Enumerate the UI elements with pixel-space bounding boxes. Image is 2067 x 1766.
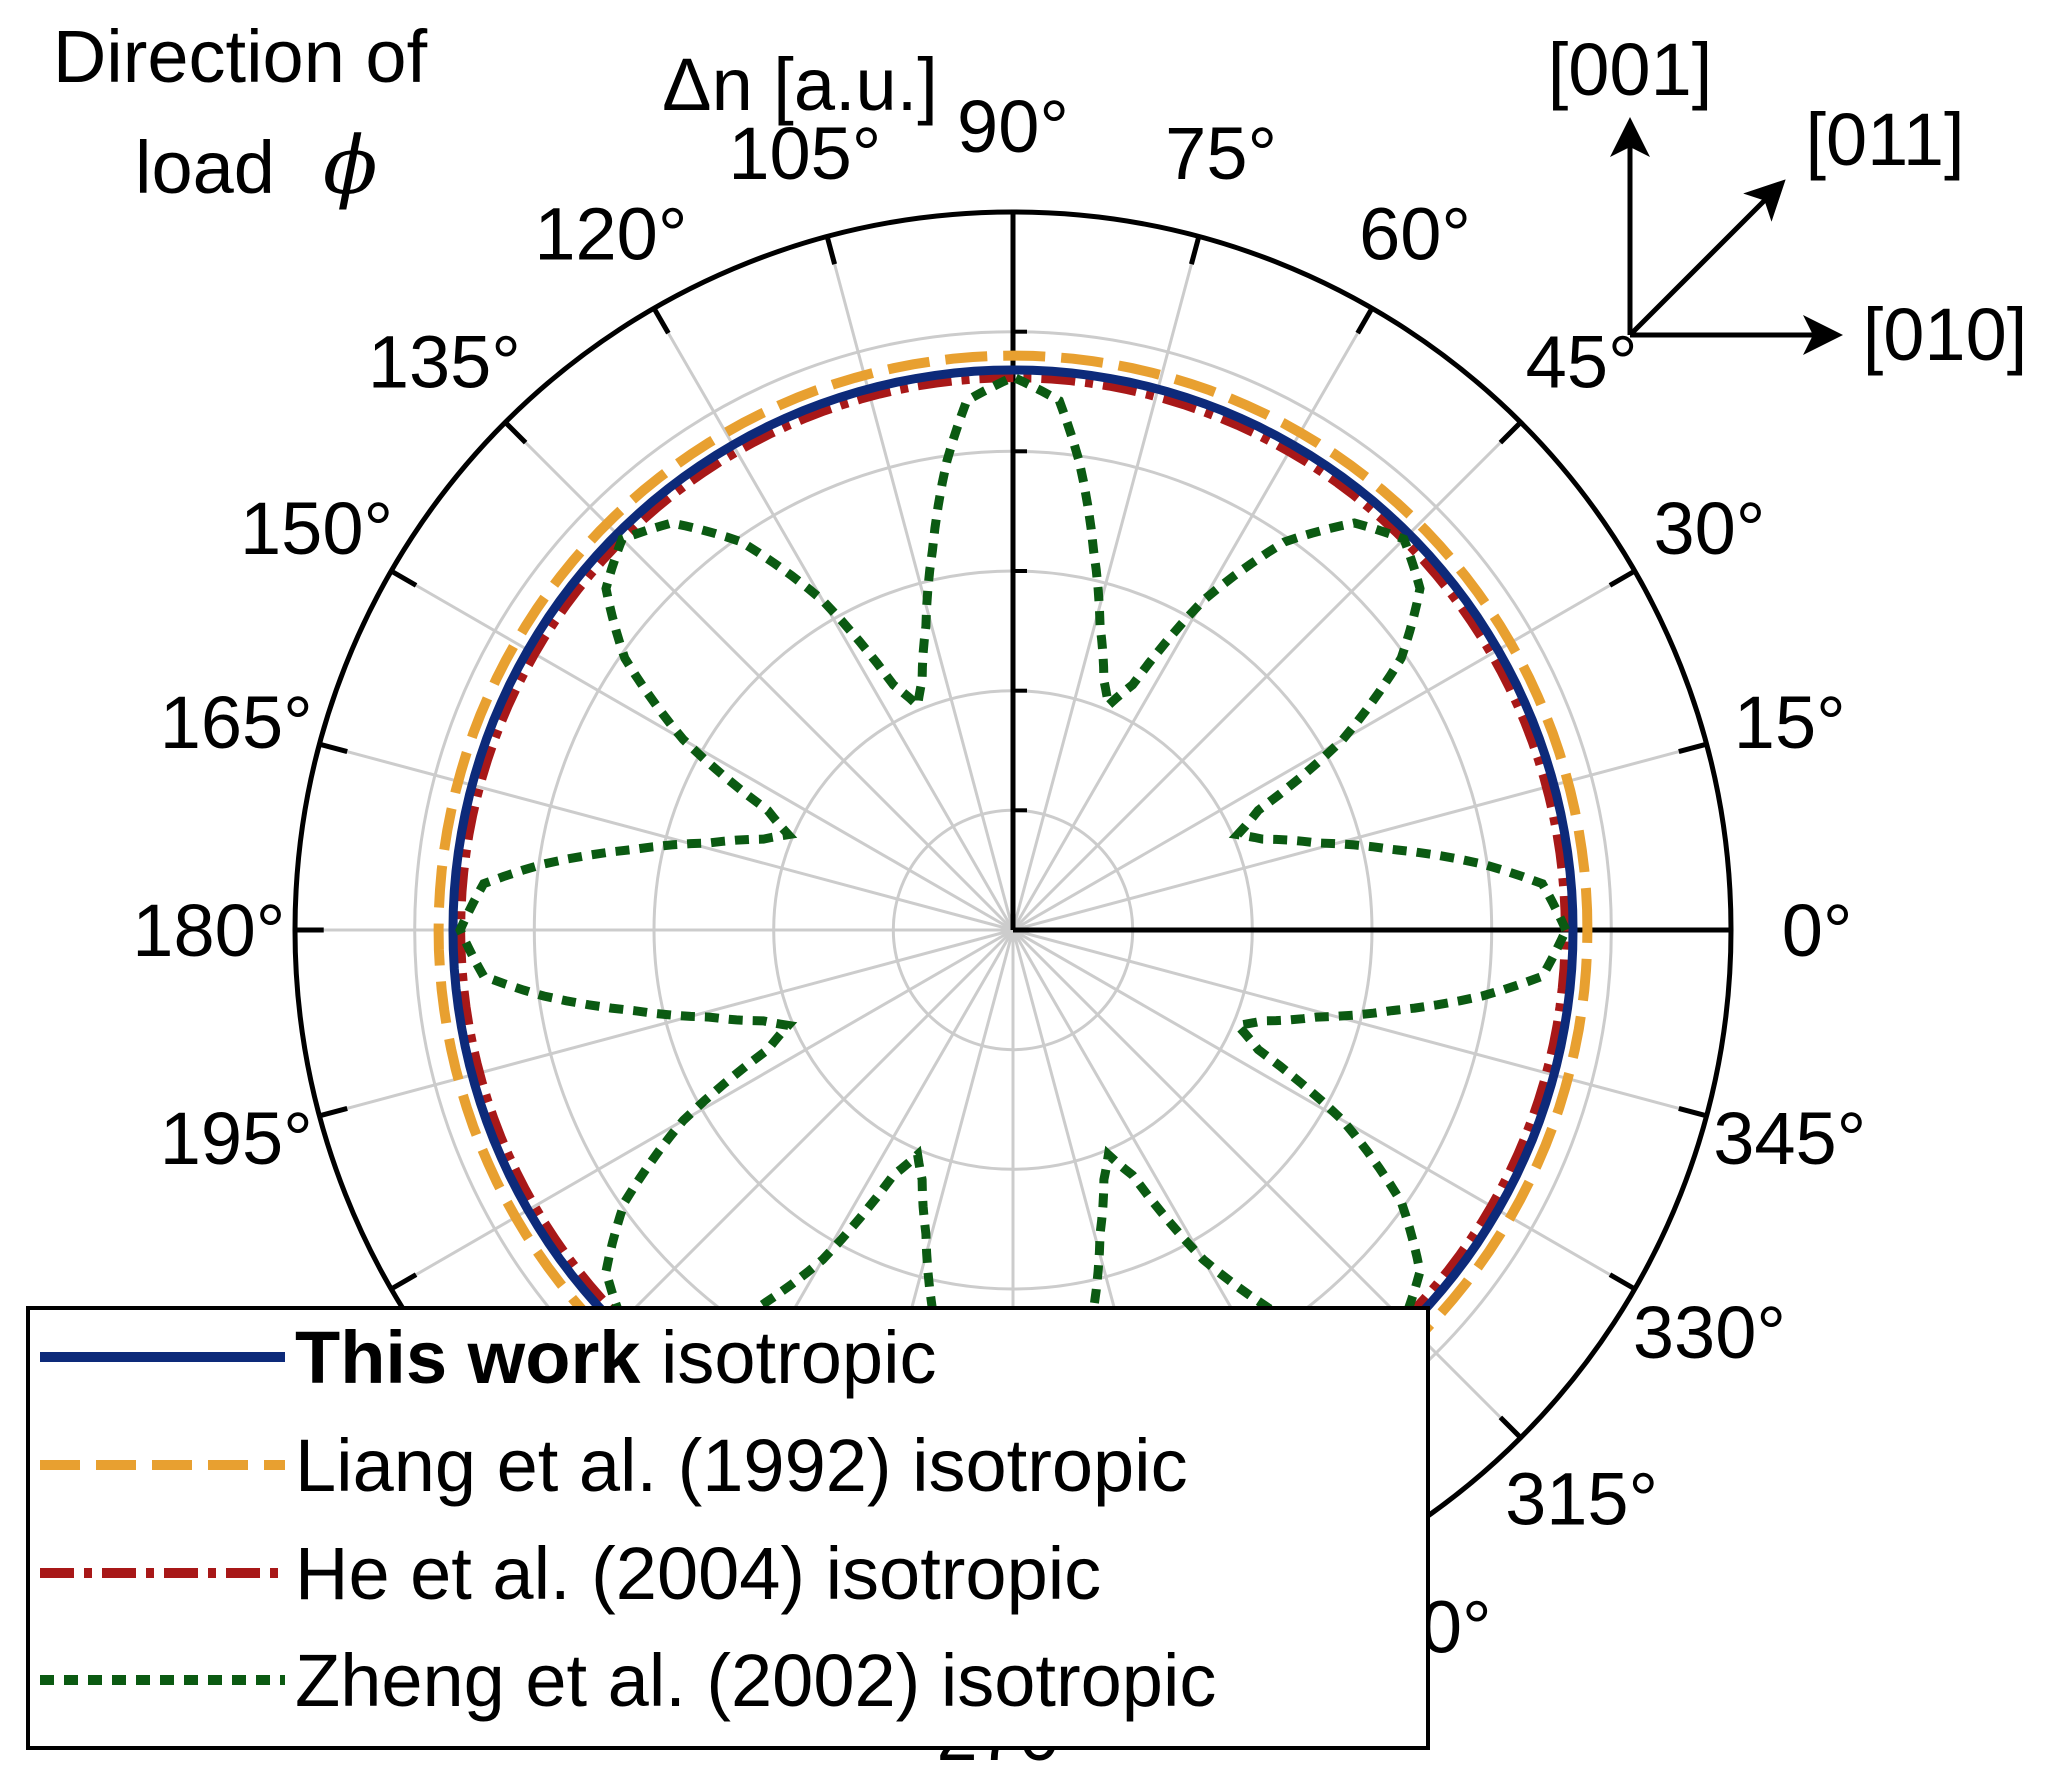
crystal-orientation-inset: [001] [011] [010] [1548,28,2028,376]
ring-tick-60 [1355,306,1375,335]
ring-tick-30 [1608,568,1637,588]
ring-tick-345 [1678,1105,1708,1119]
angle-label-30: 30° [1653,487,1765,570]
grid-spoke-210 [390,928,1014,1291]
grid-spoke-105 [825,236,1015,931]
legend-label-bold: This work [295,1316,641,1399]
ring-tick-195 [318,1105,348,1119]
theta-axis-label-line2: load [135,126,275,209]
grid-spoke-195 [319,928,1014,1118]
polar-axes [292,209,1734,1651]
legend-label-zheng: Zheng et al. (2002) isotropic [295,1639,1216,1722]
label-011: [011] [1805,98,1964,181]
grid-spoke-315 [1011,928,1522,1439]
angle-label-75: 75° [1165,112,1277,195]
label-001: [001] [1548,28,1713,111]
angle-label-180: 180° [132,889,285,972]
angle-label-135: 135° [368,320,521,403]
label-010: [010] [1863,293,2028,376]
ring-tick-45 [1498,420,1523,445]
angle-label-120: 120° [534,193,687,276]
angle-label-150: 150° [240,487,393,570]
grid-spoke-135 [504,421,1015,932]
legend-label-liang: Liang et al. (1992) isotropic [295,1424,1188,1507]
grid-spoke-45 [1011,421,1522,932]
ring-tick-330 [1608,1272,1637,1292]
arrow-011 [1628,179,1786,337]
angle-label-0: 0° [1782,889,1853,972]
ring-tick-315 [1498,1415,1523,1440]
angle-label-195: 195° [160,1097,313,1180]
legend-label-he: He et al. (2004) isotropic [295,1532,1101,1615]
ring-tick-15 [1678,741,1708,755]
series-line-4 [455,372,1571,1488]
angle-label-60: 60° [1359,193,1471,276]
angle-label-45: 45° [1526,320,1638,403]
angle-label-345: 345° [1713,1097,1866,1180]
legend-box [26,1306,1430,1750]
theta-axis-label-line1: Direction of [53,15,428,98]
legend-label-this-work: This work isotropic [295,1316,937,1399]
ring-tick-75 [1188,235,1202,265]
angle-label-90: 90° [957,85,1069,168]
angle-label-330: 330° [1633,1291,1786,1374]
ring-tick-120 [651,306,671,335]
angle-label-315: 315° [1505,1458,1658,1541]
grid-spoke-165 [319,742,1014,932]
angle-label-15: 15° [1734,681,1846,764]
grid-spoke-330 [1012,928,1636,1291]
radial-axis-label: Δn [a.u.] [662,43,938,126]
grid-spoke-60 [1011,307,1374,931]
grid-spoke-15 [1012,742,1707,932]
legend: This work isotropic Liang et al. (1992) … [26,1306,1430,1750]
series-line-2 [433,350,1593,1510]
ring-tick-165 [318,741,348,755]
legend-label-rest: isotropic [640,1316,936,1399]
grid-spoke-150 [390,569,1014,932]
angle-label-105: 105° [728,112,881,195]
grid-spoke-345 [1012,928,1707,1118]
grid-spoke-75 [1011,236,1201,931]
grid-spoke-120 [652,307,1015,931]
theta-symbol: ϕ [323,119,378,212]
ring-tick-135 [503,420,528,445]
ring-tick-105 [824,235,838,265]
grid-spoke-30 [1012,569,1636,932]
ring-tick-150 [389,568,418,588]
angle-label-165: 165° [160,681,313,764]
ring-tick-210 [389,1272,418,1292]
